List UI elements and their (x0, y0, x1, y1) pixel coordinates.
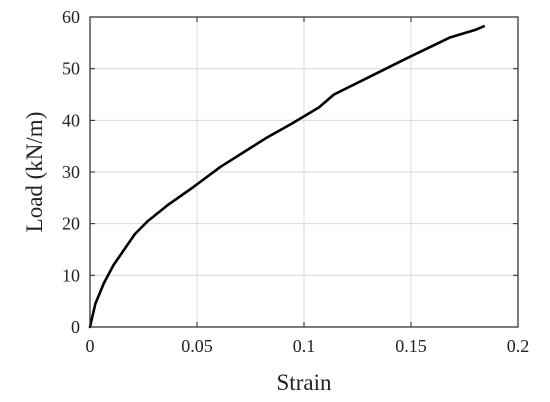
y-tick-label: 40 (62, 110, 80, 130)
y-tick-label: 0 (71, 317, 80, 337)
y-tick-label: 30 (62, 162, 80, 182)
y-tick-label: 20 (62, 214, 80, 234)
grid-lines (90, 17, 518, 327)
y-tick-label: 10 (62, 265, 80, 285)
x-tick-label: 0.05 (181, 336, 213, 356)
y-tick-label: 50 (62, 59, 80, 79)
x-tick-labels: 0 0.05 0.1 0.15 0.2 (86, 336, 530, 356)
x-axis-title: Strain (277, 370, 332, 395)
y-tick-labels: 0 10 20 30 40 50 60 (62, 7, 80, 337)
load-strain-series-line (88, 24, 486, 329)
series-layer (88, 24, 486, 329)
y-axis-title: Load (kN/m) (22, 112, 47, 233)
x-tick-label: 0.2 (507, 336, 530, 356)
y-tick-label: 60 (62, 7, 80, 27)
plot-frame (89, 16, 519, 328)
x-tick-label: 0.1 (293, 336, 316, 356)
x-tick-label: 0 (86, 336, 95, 356)
x-tick-label: 0.15 (395, 336, 427, 356)
